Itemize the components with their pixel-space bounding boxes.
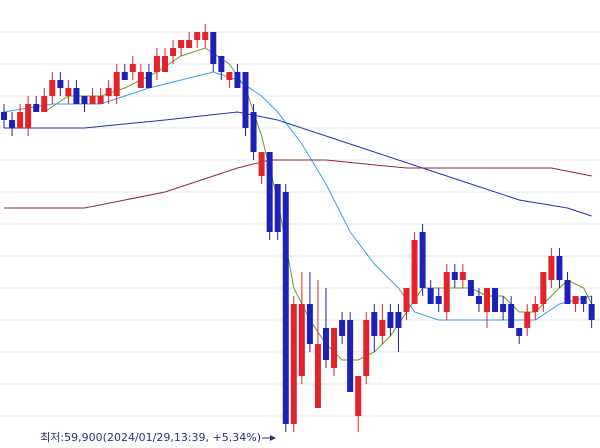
candle-body — [508, 304, 515, 328]
candle-body — [331, 328, 338, 368]
candle-body — [516, 328, 523, 336]
annotation-arrowhead — [270, 435, 276, 441]
candle-body — [443, 272, 450, 312]
candle-body — [266, 152, 273, 232]
candle-body — [41, 96, 48, 112]
candle-body — [451, 272, 458, 280]
candle-body — [588, 304, 595, 320]
candle-body — [467, 280, 474, 296]
candle-body — [113, 72, 120, 96]
candle-body — [274, 184, 281, 232]
candle-body — [524, 312, 531, 328]
candle-body — [145, 72, 152, 88]
candle-body — [548, 256, 555, 280]
candle-body — [500, 304, 507, 312]
candle-body — [250, 112, 257, 152]
candle-body — [210, 32, 217, 64]
candle-body — [25, 104, 32, 128]
moving-average-line — [4, 111, 592, 217]
candle-body — [81, 96, 88, 104]
candle-body — [371, 312, 378, 336]
candle-body — [89, 96, 96, 104]
candle-body — [484, 288, 490, 312]
candle-body — [73, 88, 80, 104]
candle-body — [395, 312, 402, 328]
candle-body — [298, 304, 305, 376]
candle-body — [355, 376, 362, 416]
candle-body — [492, 288, 499, 312]
candle-body — [314, 344, 321, 408]
candle-body — [572, 296, 579, 304]
candle-body — [226, 72, 233, 80]
candle-body — [290, 304, 297, 424]
candle-body — [435, 296, 442, 304]
candle-body — [17, 112, 24, 128]
candle-body — [580, 296, 587, 304]
candle-body — [194, 32, 201, 40]
candle-body — [532, 304, 539, 312]
candle-body — [65, 88, 72, 96]
candle-body — [97, 96, 104, 104]
candle-body — [186, 40, 193, 48]
candle-body — [427, 288, 434, 304]
candle-body — [387, 312, 394, 328]
candle-body — [9, 120, 16, 128]
candle-body — [49, 80, 56, 96]
candle-body — [105, 88, 112, 96]
candle-body — [178, 40, 185, 48]
candle-body — [202, 32, 209, 40]
candle-body — [363, 320, 370, 376]
candle-body — [556, 256, 563, 280]
candle-body — [403, 288, 410, 312]
candle-body — [162, 56, 168, 72]
annotation: 최저:59,900(2024/01/29,13:39, +5.34%) — [40, 431, 261, 444]
moving-average-line — [3, 71, 592, 321]
candle-body — [323, 328, 329, 360]
candle-body — [306, 304, 313, 344]
candles — [1, 24, 595, 432]
moving-average-line — [4, 159, 592, 209]
candle-body — [411, 240, 418, 304]
candle-body — [129, 64, 136, 72]
candle-body — [234, 72, 241, 88]
candle-body — [282, 192, 289, 424]
candle-body — [170, 48, 177, 56]
candle-body — [121, 72, 128, 80]
candle-body — [459, 272, 466, 280]
candle-body — [540, 272, 547, 304]
candle-body — [475, 296, 482, 304]
candle-body — [153, 56, 160, 72]
candle-body — [242, 72, 249, 128]
candle-body — [258, 152, 265, 176]
candle-body — [218, 56, 225, 72]
candle-body — [339, 320, 346, 336]
candle-body — [347, 320, 354, 392]
candle-body — [1, 112, 7, 120]
candle-body — [564, 280, 571, 304]
candle-body — [379, 320, 386, 336]
candle-body — [57, 80, 64, 88]
candle-body — [419, 232, 426, 288]
candle-body — [33, 104, 40, 112]
candle-body — [137, 72, 144, 88]
